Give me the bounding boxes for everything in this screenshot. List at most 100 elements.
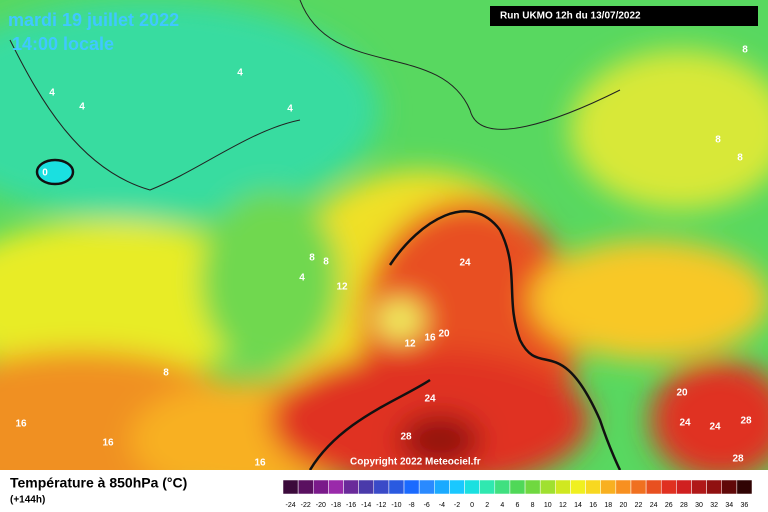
contour-label: 0 (42, 168, 48, 179)
legend-tick-label: 20 (620, 502, 628, 509)
legend-tick-label: 32 (710, 502, 718, 509)
contour-label: 8 (737, 153, 743, 164)
legend-swatch (509, 479, 526, 495)
contour-label: 28 (732, 454, 744, 465)
legend-tick-label: 4 (500, 502, 504, 509)
contour-label: 8 (163, 368, 169, 379)
legend-tick-label: 10 (544, 502, 552, 509)
copyright: Copyright 2022 Meteociel.fr (350, 457, 481, 468)
legend-swatch (645, 479, 662, 495)
legend-swatch (615, 479, 632, 495)
legend-tick-label: 14 (574, 502, 582, 509)
contour-label: 16 (424, 333, 436, 344)
contour-label: 20 (676, 388, 688, 399)
legend-tick-label: 22 (635, 502, 643, 509)
legend-swatch (570, 479, 586, 495)
contour-label: 8 (742, 45, 748, 56)
coastline (9, 39, 301, 191)
legend-swatch (328, 479, 344, 495)
legend-swatch (630, 479, 647, 495)
legend-swatch (313, 479, 329, 495)
legend-tick-label: 30 (695, 502, 703, 509)
legend-swatch (539, 479, 556, 495)
legend-tick-label: -8 (408, 502, 414, 509)
contour-label: 16 (102, 438, 114, 449)
contour-label: 24 (459, 258, 471, 269)
contour-label: 24 (679, 418, 691, 429)
isotherm (308, 210, 622, 470)
legend-swatch (343, 479, 359, 495)
contour-label: 12 (336, 282, 348, 293)
legend-swatch (358, 479, 375, 495)
legend-tick-label: -4 (439, 502, 445, 509)
contour-label: 4 (299, 273, 305, 284)
legend-tick-label: -24 (286, 502, 296, 509)
legend-swatch (721, 479, 738, 495)
legend-swatch (736, 479, 753, 495)
legend-tick-label: -12 (376, 502, 386, 509)
legend-tick-label: 34 (725, 502, 733, 509)
contour-label: 20 (438, 329, 450, 340)
legend-tick-label: 28 (680, 502, 688, 509)
contour-label: 4 (49, 88, 55, 99)
product-title: Température à 850hPa (°C) (10, 475, 187, 491)
legend-swatch (479, 479, 496, 495)
legend-tick-label: 6 (516, 502, 520, 509)
contour-label: 8 (323, 257, 329, 268)
contour-label: 4 (287, 104, 293, 115)
legend-tick-label: -10 (391, 502, 401, 509)
legend-swatch (449, 479, 465, 495)
legend-swatch (691, 479, 707, 495)
legend-tick-label: 12 (559, 502, 567, 509)
color-legend: -24 -22 -20 -18 -16 -14 -12 -10 -8 -6 -4 -2 0 2 4 6 8 10 1… (282, 479, 753, 509)
legend-tick-label: 0 (470, 502, 474, 509)
contour-label: 4 (79, 102, 85, 113)
legend-swatch (297, 479, 314, 495)
legend-swatch (494, 479, 511, 495)
legend-tick-label: 24 (650, 502, 658, 509)
contour-label: 8 (715, 135, 721, 146)
contour-label: 12 (404, 339, 416, 350)
legend-swatch (676, 479, 692, 495)
run-box (490, 6, 758, 26)
legend-tick-label: -2 (454, 502, 460, 509)
legend-tick-label: -14 (361, 502, 371, 509)
legend-swatch (524, 479, 541, 495)
legend-swatch (388, 479, 405, 495)
legend-tick-label: 18 (604, 502, 612, 509)
contour-label: 4 (237, 68, 243, 79)
legend-swatch (434, 479, 450, 495)
coastline (299, 0, 621, 130)
lead-time: (+144h) (10, 495, 45, 506)
legend-swatch (418, 479, 435, 495)
legend-tick-label: -18 (331, 502, 341, 509)
legend-swatch (600, 479, 617, 495)
legend-swatch (464, 479, 480, 495)
legend-swatch (660, 479, 677, 495)
legend-swatch (585, 479, 601, 495)
legend-swatch (373, 479, 390, 495)
legend-tick-label: 8 (531, 502, 535, 509)
legend-swatch (555, 479, 571, 495)
legend-swatch (403, 479, 420, 495)
contour-label: 16 (15, 419, 27, 430)
legend-tick-label: 26 (665, 502, 673, 509)
legend-swatch (706, 479, 722, 495)
contour-label: 8 (309, 253, 315, 264)
contour-label: 28 (400, 432, 412, 443)
contour-label: 16 (254, 458, 266, 469)
legend-tick-label: -22 (301, 502, 311, 509)
legend-tick-label: -16 (346, 502, 356, 509)
run-label: Run UKMO 12h du 13/07/2022 (500, 11, 641, 22)
legend-tick-label: -6 (424, 502, 430, 509)
legend-tick-label: -20 (316, 502, 326, 509)
date-label: mardi 19 juillet 2022 (8, 10, 179, 30)
isotherm (35, 158, 75, 186)
time-label: 14:00 locale (12, 34, 114, 54)
contour-label: 28 (740, 416, 752, 427)
contour-label: 24 (424, 394, 436, 405)
legend-tick-label: 36 (741, 502, 749, 509)
